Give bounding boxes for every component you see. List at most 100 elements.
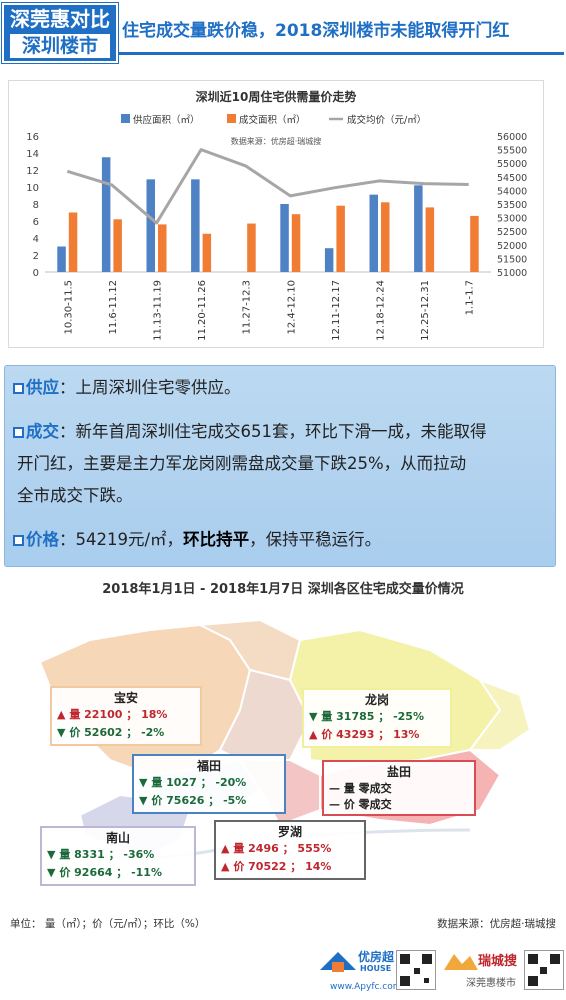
district-price: ▼ 价 52602 ； -2% [57, 726, 165, 739]
y-right-tick-label: 52500 [497, 227, 527, 238]
bar-supply [369, 194, 378, 272]
bar-deal [247, 223, 256, 272]
district-card-luohu: 罗湖 ▲ 量 2496 ； 555% ▲ 价 70522 ； 14% [214, 820, 366, 880]
price-key: 价格 [26, 530, 59, 549]
logo2-cn: 瑞城搜 [478, 954, 518, 969]
district-name: 龙岗 [364, 693, 389, 707]
qr-code-icon [396, 950, 436, 990]
y-right-tick-label: 54000 [497, 186, 527, 197]
district-name: 盐田 [386, 765, 411, 779]
district-name: 南山 [105, 831, 130, 845]
x-tick-label: 12.25-12.31 [420, 280, 431, 341]
down-arrow-icon: ▼ [139, 776, 148, 789]
bar-supply [146, 179, 155, 272]
up-arrow-icon: ▲ [309, 728, 318, 741]
y-left-tick-label: 0 [33, 268, 39, 279]
down-arrow-icon: ▼ [139, 794, 148, 807]
logo1-en: HOUSE [360, 964, 392, 973]
district-card-baoan: 宝安 ▲ 量 22100 ； 18% ▼ 价 52602 ； -2% [50, 686, 202, 746]
checkbox-icon [13, 383, 24, 394]
data-source: 数据来源：优房超·瑞城搜 [437, 918, 556, 930]
wechat-name: 深莞惠楼市 [466, 978, 516, 989]
district-card-nanshan: 南山 ▼ 量 8331 ； -36% ▼ 价 92664 ； -11% [40, 826, 196, 886]
deal-line3: 全市成交下跌。 [17, 486, 133, 505]
x-tick-label: 11.20-11.26 [197, 280, 208, 341]
checkbox-icon [13, 535, 24, 546]
district-price: ▲ 价 70522 ； 14% [221, 860, 332, 873]
bar-deal [68, 212, 78, 272]
qr-code-icon [524, 950, 564, 990]
up-arrow-icon: ▲ [221, 860, 230, 873]
bar-supply [324, 248, 334, 272]
page-title: 住宅成交量跌价稳，2018深圳楼市未能取得开门红 [122, 21, 510, 41]
badge-line1: 深莞惠对比 [10, 7, 110, 31]
district-card-yantian: 盐田 — 量 零成交 — 价 零成交 [322, 760, 476, 816]
district-card-longgang: 龙岗 ▼ 量 31785 ； -25% ▲ 价 43293 ； 13% [302, 688, 452, 748]
down-arrow-icon: ▼ [57, 726, 66, 739]
bar-supply [191, 179, 200, 272]
bar-deal [425, 207, 435, 272]
district-price: ▲ 价 43293 ； 13% [309, 728, 420, 741]
units-note: 单位： 量（㎡）；价（元/㎡）；环比（%） [10, 918, 206, 930]
bar-deal [158, 224, 167, 272]
legend-label: 成交面积（㎡） [239, 114, 306, 126]
price-line: 价格：54219元/㎡，环比持平，保持平稳运行。 [13, 526, 381, 554]
bar-deal [291, 214, 301, 272]
x-tick-label: 1.1-1.7 [465, 280, 476, 315]
chart-panel: 深圳近10周住宅供需量价走势 供应面积（㎡） 成交面积（㎡） 成交均价（元/㎡） 数据来… [8, 80, 544, 348]
legend-label: 成交均价（元/㎡） [347, 114, 426, 126]
district-volume: ▼ 量 31785 ； -25% [309, 710, 424, 723]
bar-deal [381, 202, 390, 272]
down-arrow-icon: ▼ [309, 710, 318, 723]
x-tick-label: 11.27-12.3 [242, 280, 253, 335]
header: 深莞惠对比 深圳楼市 住宅成交量跌价稳，2018深圳楼市未能取得开门红 [0, 0, 566, 63]
bar-supply [101, 157, 111, 272]
deal-line2: 开门红，主要是主力军龙岗刚需盘成交量下跌25%，从而拉动 [17, 454, 467, 473]
district-price: ▼ 价 92664 ； -11% [47, 866, 162, 879]
y-right-tick-label: 52000 [497, 241, 527, 252]
legend-label: 供应面积（㎡） [133, 114, 200, 126]
x-tick-label: 10.30-11.5 [63, 280, 74, 335]
bar-supply [414, 185, 423, 272]
supply-key: 供应 [26, 378, 59, 397]
y-left-tick-label: 8 [33, 200, 39, 211]
x-tick-label: 12.11-12.17 [331, 280, 342, 341]
district-card-futian: 福田 ▼ 量 1027 ； -20% ▼ 价 75626 ； -5% [132, 754, 286, 814]
up-arrow-icon: ▲ [57, 708, 66, 721]
district-volume: ▼ 量 1027 ； -20% [139, 776, 247, 789]
district-price: — 价 零成交 [329, 798, 392, 811]
map-district-pingshan [468, 677, 532, 751]
district-name: 罗湖 [277, 825, 302, 839]
line-avg-price [66, 148, 469, 225]
district-price: ▼ 价 75626 ； -5% [139, 794, 247, 807]
y-right-tick-label: 51000 [497, 268, 527, 279]
district-volume: ▲ 量 2496 ； 555% [221, 842, 332, 855]
y-left-tick-label: 10 [26, 183, 39, 194]
y-right-tick-label: 56000 [497, 132, 527, 143]
dash-icon: — [329, 798, 340, 811]
title-underline [118, 52, 564, 55]
bar-supply [57, 246, 66, 272]
house-logo-icon [320, 952, 356, 972]
dash-icon: — [329, 782, 340, 795]
checkbox-icon [13, 427, 24, 438]
bar-deal [113, 219, 122, 272]
y-left-tick-label: 16 [26, 132, 39, 143]
y-right-tick-label: 53500 [497, 200, 527, 211]
district-name: 宝安 [113, 691, 138, 705]
y-right-tick-label: 51500 [497, 254, 527, 265]
logo1-url: www.Apyfc.com [330, 982, 402, 992]
logo1-cn: 优房超 [358, 950, 395, 964]
up-arrow-icon: ▲ [221, 842, 230, 855]
bar-supply [280, 204, 289, 272]
bar-deal [336, 205, 345, 272]
bar-deal [202, 233, 212, 272]
y-left-tick-label: 12 [26, 166, 39, 177]
legend-swatch [227, 114, 236, 123]
deal-text1: ：新年首周深圳住宅成交651套，环比下滑一成，未能取得 [59, 422, 487, 441]
y-right-tick-label: 54500 [497, 173, 527, 184]
price-b: 环比持平 [183, 530, 250, 549]
down-arrow-icon: ▼ [47, 848, 56, 861]
district-volume: — 量 零成交 [329, 782, 392, 795]
